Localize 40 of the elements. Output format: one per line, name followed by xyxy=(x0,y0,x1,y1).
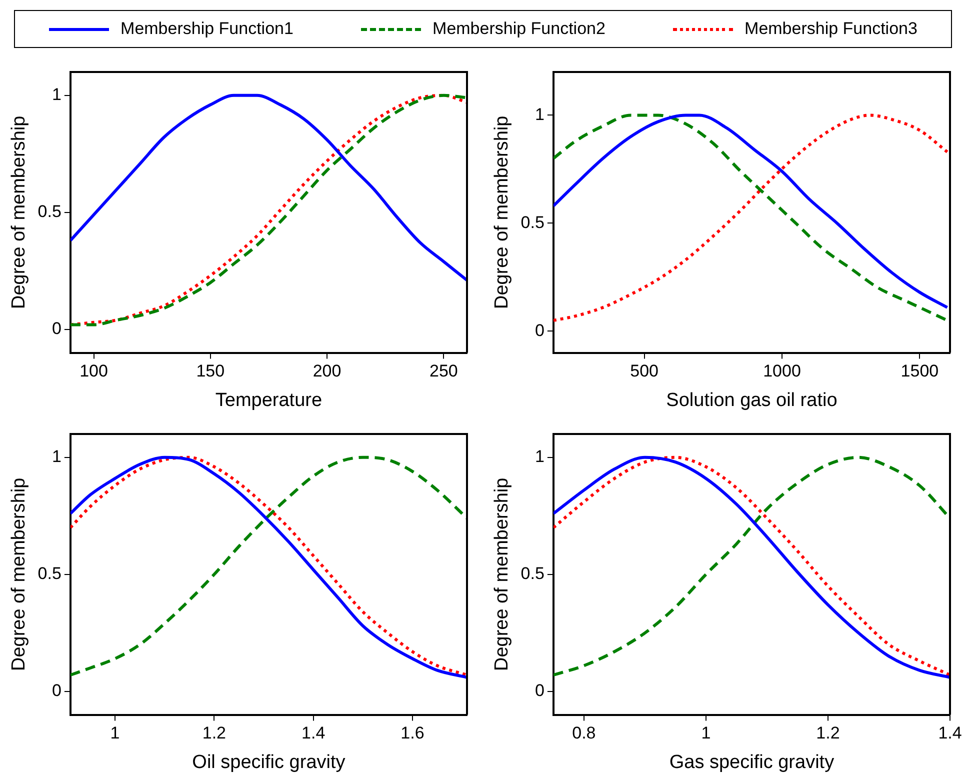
x-axis-title: Oil specific gravity xyxy=(192,752,346,773)
x-tick-label: 1.2 xyxy=(202,724,226,743)
x-tick-label: 150 xyxy=(196,362,225,381)
x-axis-title: Temperature xyxy=(215,390,322,411)
y-tick-label: 0.5 xyxy=(38,202,62,222)
x-tick-label: 1 xyxy=(701,724,711,743)
x-axis-title: Gas specific gravity xyxy=(669,752,835,773)
y-axis-title: Degree of membership xyxy=(492,116,513,310)
legend-label: Membership Function1 xyxy=(120,19,294,39)
x-tick-label: 200 xyxy=(312,362,342,381)
y-tick-label: 0.5 xyxy=(520,564,544,584)
y-tick-label: 1 xyxy=(52,447,62,466)
x-tick-label: 100 xyxy=(80,362,108,381)
y-tick-label: 1 xyxy=(52,85,62,104)
legend-label: Membership Function3 xyxy=(744,19,918,39)
x-tick-label: 1.2 xyxy=(816,724,840,743)
y-tick-label: 0.5 xyxy=(520,212,544,232)
line-series xyxy=(70,94,467,326)
y-axis-title: Degree of membership xyxy=(8,116,30,310)
x-tick-label: 1.4 xyxy=(938,724,962,743)
x-tick-label: 1.4 xyxy=(302,724,326,743)
x-tick-label: 500 xyxy=(630,362,658,381)
legend-label: Membership Function2 xyxy=(432,19,606,39)
x-tick-label: 1 xyxy=(110,724,120,743)
y-tick-label: 0 xyxy=(534,320,544,340)
x-tick-label: 1000 xyxy=(763,362,801,381)
x-tick-label: 0.8 xyxy=(572,724,596,743)
x-tick-label: 250 xyxy=(429,362,458,381)
y-tick-label: 0 xyxy=(534,681,544,700)
y-tick-label: 0.5 xyxy=(38,564,62,584)
x-tick-label: 1.6 xyxy=(400,724,424,743)
y-tick-label: 1 xyxy=(534,447,544,466)
x-axis-title: Solution gas oil ratio xyxy=(666,390,838,411)
x-tick-label: 1500 xyxy=(900,362,939,381)
y-axis-title: Degree of membership xyxy=(492,478,513,672)
line-series xyxy=(70,94,467,282)
y-axis-title: Degree of membership xyxy=(8,478,30,672)
y-tick-label: 0 xyxy=(52,319,62,338)
y-tick-label: 1 xyxy=(534,104,544,124)
y-tick-label: 0 xyxy=(52,681,62,700)
